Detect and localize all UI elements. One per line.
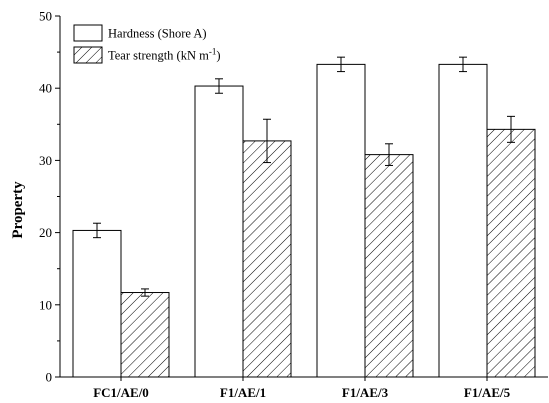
y-tick-label: 30: [39, 153, 52, 168]
x-tick-label: F1/AE/5: [464, 385, 511, 400]
error-bar-1-1: [263, 118, 271, 164]
error-bar-1-0: [141, 288, 149, 297]
y-tick-label: 50: [39, 9, 52, 24]
bars-layer: [72, 56, 536, 378]
y-axis-title: Property: [10, 181, 26, 239]
bar-hardness-2: [316, 63, 366, 378]
error-bar-0-3: [459, 56, 467, 73]
bar-hardness-1: [194, 85, 244, 378]
y-tick-label: 20: [39, 225, 52, 240]
bar-tear-strength-3: [486, 128, 536, 378]
legend-label: Hardness (Shore A): [108, 27, 207, 41]
x-tick-label: FC1/AE/0: [93, 385, 149, 400]
legend-label: Tear strength (kN m-1): [108, 47, 221, 63]
legend-item-tear-strength: Tear strength (kN m-1): [73, 46, 221, 64]
y-tick-label: 0: [46, 370, 53, 385]
legend: Hardness (Shore A) Tear strength (kN m-1): [73, 24, 221, 64]
error-bar-1-2: [385, 143, 393, 166]
y-tick-label: 10: [39, 297, 52, 312]
legend-item-hardness: Hardness (Shore A): [73, 24, 207, 42]
legend-swatch: [73, 46, 103, 64]
y-tick-label: 40: [39, 81, 52, 96]
bar-tear-strength-0: [120, 292, 170, 378]
bar-hardness-3: [438, 63, 488, 378]
error-bar-0-1: [215, 78, 223, 94]
x-tick-label: F1/AE/3: [342, 385, 389, 400]
error-bar-1-3: [507, 115, 515, 143]
legend-swatch: [73, 24, 103, 42]
axes-layer: FC1/AE/0 F1/AE/1 F1/AE/3 F1/AE/5 0 10 20 30 40 50: [39, 9, 548, 400]
error-bar-0-2: [337, 56, 345, 73]
error-bar-0-0: [93, 222, 101, 239]
x-tick-label: F1/AE/1: [220, 385, 266, 400]
bar-hardness-0: [72, 229, 122, 378]
bar-tear-strength-2: [364, 154, 414, 378]
bar-tear-strength-1: [242, 140, 292, 378]
